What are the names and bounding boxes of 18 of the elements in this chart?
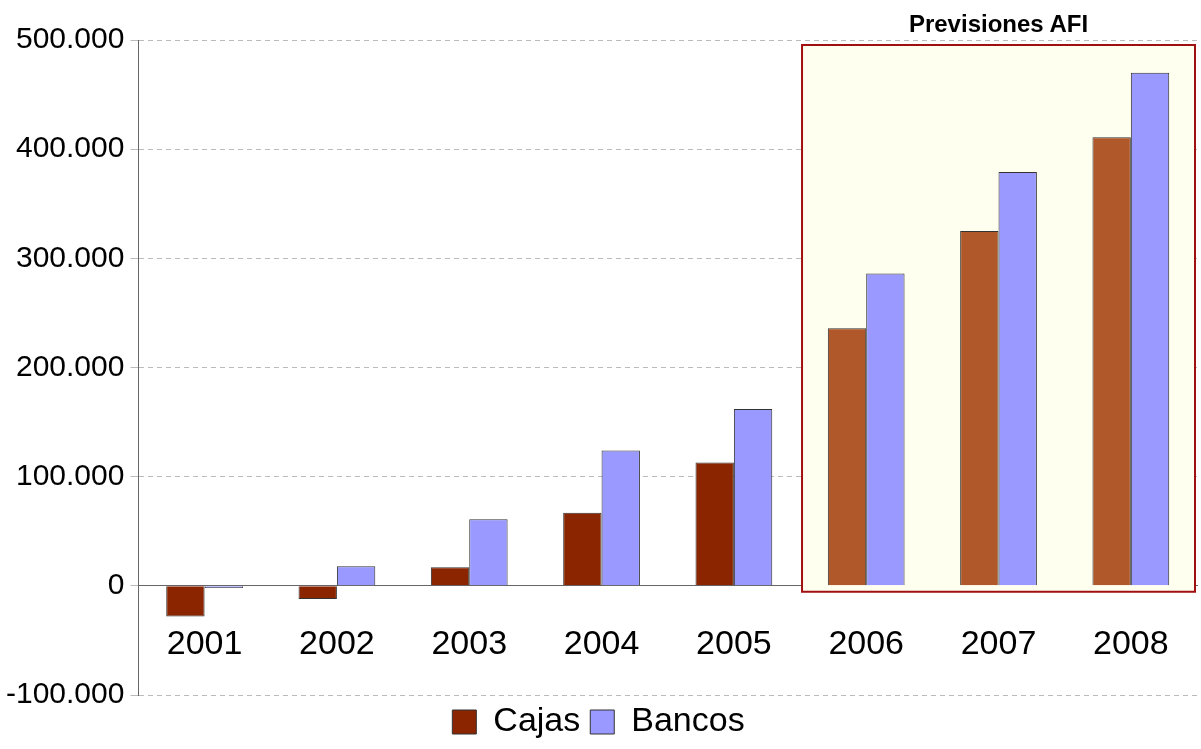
y-tick-label: 500.000 — [15, 21, 125, 55]
y-tick-label: 0 — [107, 567, 125, 601]
x-tick-label: 2001 — [166, 622, 243, 661]
x-tick-label: 2008 — [1093, 622, 1169, 661]
y-tick-label: 300.000 — [15, 239, 125, 273]
x-tick-label: 2007 — [960, 622, 1037, 661]
y-tick-label: -100.000 — [6, 676, 125, 710]
x-tick-label: 2002 — [299, 622, 375, 661]
x-tick-label: 2003 — [431, 622, 508, 661]
y-tick-label: 200.000 — [15, 348, 125, 382]
legend-label: Cajas — [493, 700, 581, 739]
y-tick-label: 100.000 — [15, 457, 125, 491]
legend-label: Bancos — [631, 700, 745, 739]
x-tick-label: 2004 — [563, 622, 640, 661]
x-tick-label: 2006 — [828, 622, 905, 661]
x-tick-label: 2005 — [696, 622, 772, 661]
band-label: Previsiones AFI — [908, 9, 1089, 37]
y-tick-label: 400.000 — [15, 130, 125, 164]
